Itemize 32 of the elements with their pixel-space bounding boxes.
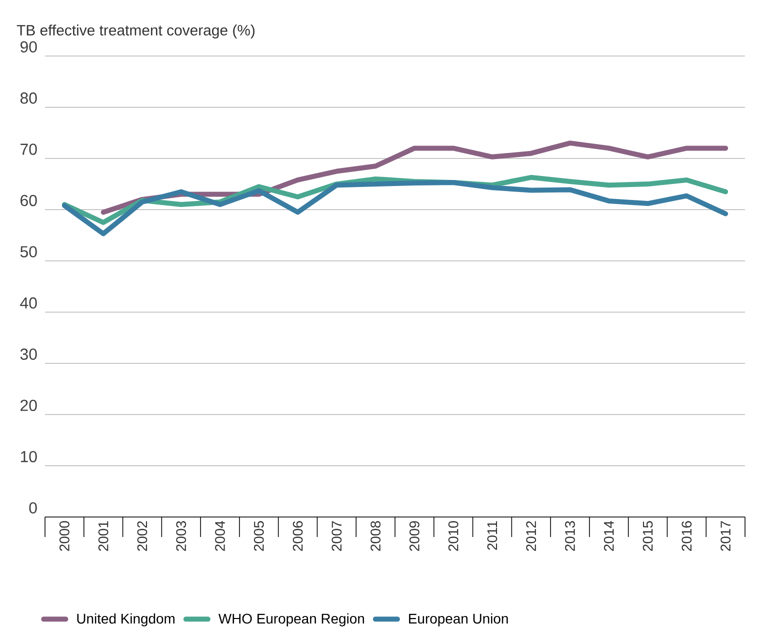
y-tick-label: 10 [20, 450, 37, 462]
x-tick-label: 2004 [215, 520, 225, 551]
y-tick-label: 20 [20, 400, 37, 412]
x-tick-label: 2009 [410, 521, 420, 551]
x-tick-label: 2017 [720, 521, 731, 551]
y-tick-label: 50 [20, 246, 37, 258]
legend-label: European Union [409, 613, 508, 626]
y-tick-label: 60 [20, 194, 37, 206]
x-tick-label: 2002 [137, 521, 148, 551]
legend-label: WHO European Region [218, 613, 364, 626]
y-tick-label: 90 [20, 41, 37, 52]
y-tick-label: 40 [20, 297, 37, 309]
x-tick-label: 2007 [332, 521, 342, 551]
x-tick-label: 2008 [370, 521, 380, 551]
x-tick-label: 2016 [682, 521, 692, 551]
y-axis-title: TB effective treatment coverage (%) [16, 24, 254, 38]
x-tick-label: 2005 [254, 521, 264, 551]
y-tick-label: 70 [20, 144, 37, 155]
x-tick-label: 2014 [604, 520, 614, 551]
x-tick-label: 2010 [448, 521, 458, 551]
y-tick-label: 30 [20, 348, 37, 360]
x-tick-label: 2011 [487, 521, 498, 550]
y-tick-label: 0 [29, 502, 37, 514]
y-tick-label: 80 [20, 92, 37, 104]
x-tick-label: 2015 [642, 521, 653, 551]
x-tick-label: 2000 [59, 521, 70, 551]
x-tick-label: 2003 [176, 521, 186, 551]
x-tick-label: 2006 [292, 521, 303, 551]
x-tick-label: 2012 [526, 521, 536, 551]
x-tick-label: 2001 [98, 521, 108, 551]
x-tick-label: 2013 [565, 521, 575, 551]
legend-label: United Kingdom [77, 613, 174, 626]
